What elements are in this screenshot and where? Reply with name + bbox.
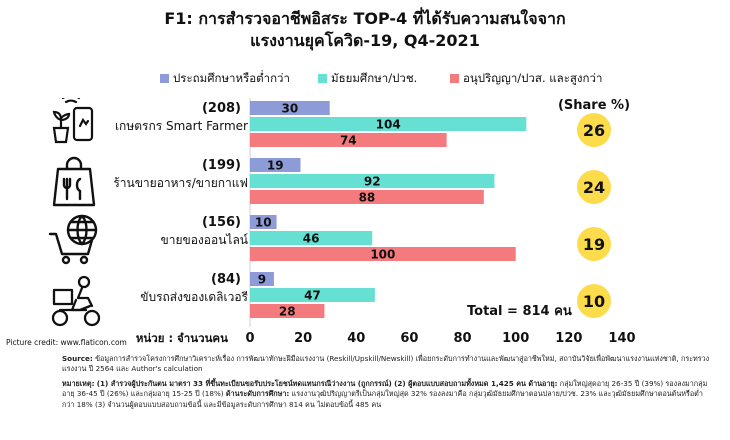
- chart-title: F1: การสำรวจอาชีพอิสระ TOP-4 ที่ได้รับคว…: [0, 8, 730, 52]
- bar-primary-1: [250, 101, 330, 115]
- data-label-primary-1: 30: [282, 102, 299, 116]
- bar-primary-3: [250, 215, 277, 229]
- share-value-4: 10: [583, 292, 605, 311]
- share-circle-3: [577, 227, 611, 261]
- data-label-bachelor-3: 100: [370, 248, 395, 262]
- remark-note: หมายเหตุ: (1) สำรวจผู้ประกันตน มาตรา 33 …: [62, 379, 712, 410]
- legend-item-secondary: มัธยมศึกษา/ปวช.: [318, 70, 417, 88]
- smart-farmer-icon: [52, 98, 94, 144]
- online-shopping-icon: [48, 214, 98, 265]
- x-tick-label-140: 140: [608, 331, 635, 346]
- bar-bachelor-1: [250, 133, 447, 147]
- share-header: (Share %): [558, 98, 630, 113]
- bar-bachelor-4: [250, 304, 325, 318]
- share-value-2: 24: [583, 178, 605, 197]
- chart-title-line2: แรงงานยุคโควิด-19, Q4-2021: [250, 31, 480, 50]
- x-tick-label-20: 20: [294, 331, 312, 346]
- source-note-text: ข้อมูลการสำรวจโครงการศึกษาวิเคราะห์เรื่อ…: [62, 354, 710, 374]
- category-total-1: (208): [202, 101, 241, 116]
- bar-primary-2: [250, 158, 301, 172]
- share-circle-4: [577, 284, 611, 318]
- data-label-secondary-4: 47: [304, 289, 321, 303]
- share-circle-2: [577, 170, 611, 204]
- source-note-head: Source:: [62, 354, 93, 363]
- x-tick-label-120: 120: [555, 331, 582, 346]
- share-circle-1: [577, 113, 611, 147]
- chart-title-line1: F1: การสำรวจอาชีพอิสระ TOP-4 ที่ได้รับคว…: [164, 9, 566, 28]
- bar-secondary-1: [250, 117, 527, 131]
- category-label-1: เกษตรกร Smart Farmer: [115, 119, 248, 133]
- bar-bachelor-3: [250, 247, 516, 261]
- bar-secondary-3: [250, 231, 373, 245]
- category-total-2: (199): [202, 158, 241, 173]
- data-label-primary-4: 9: [258, 273, 266, 287]
- legend-label-primary: ประถมศึกษาหรือต่ำกว่า: [173, 71, 290, 85]
- legend-item-bachelor: อนุปริญญา/ปวส. และสูงกว่า: [450, 70, 602, 88]
- picture-credit: Picture credit: www.flaticon.com: [6, 338, 127, 347]
- category-label-4: ขับรถส่งของเดลิเวอรี: [140, 290, 248, 304]
- legend-swatch-primary: [160, 74, 169, 83]
- unit-label: หน่วย : จำนวนคน: [136, 331, 228, 345]
- share-value-3: 19: [583, 235, 605, 254]
- data-label-primary-3: 10: [255, 216, 272, 230]
- share-value-1: 26: [583, 121, 605, 140]
- bar-primary-4: [250, 272, 274, 286]
- data-label-primary-2: 19: [267, 159, 284, 173]
- category-label-2: ร้านขายอาหาร/ขายกาแฟ: [113, 176, 248, 190]
- legend-item-primary: ประถมศึกษาหรือต่ำกว่า: [160, 70, 290, 88]
- total-label: Total = 814 คน: [467, 304, 572, 319]
- x-tick-label-60: 60: [400, 331, 418, 346]
- data-label-secondary-1: 104: [376, 118, 401, 132]
- remark-note-head: หมายเหตุ:: [62, 378, 95, 388]
- data-label-bachelor-2: 88: [359, 191, 376, 205]
- remark-note-1: (1) สำรวจผู้ประกันตน มาตรา 33 ที่ขึ้นทะเ…: [96, 378, 392, 388]
- data-label-bachelor-1: 74: [340, 134, 357, 148]
- delivery-rider-icon: [51, 275, 101, 327]
- data-label-secondary-3: 46: [303, 232, 320, 246]
- category-total-3: (156): [202, 215, 241, 230]
- data-label-secondary-2: 92: [364, 175, 381, 189]
- remark-note-2-head: (2) ผู้ตอบแบบสอบถามทั้งหมด 1,425 คน ด้าน…: [394, 378, 558, 388]
- category-total-4: (84): [211, 272, 241, 287]
- food-shop-icon: [52, 156, 96, 207]
- notes-section: Source: ข้อมูลการสำรวจโครงการศึกษาวิเครา…: [62, 354, 712, 414]
- remark-note-3-head: ด้านระดับการศึกษา:: [225, 389, 290, 399]
- bar-secondary-2: [250, 174, 495, 188]
- legend: ประถมศึกษาหรือต่ำกว่า มัธยมศึกษา/ปวช. อน…: [150, 70, 710, 86]
- remark-note-2-text: กลุ่มใหญ่สุดอายุ 26-35 ปี (39%) รองลงมาก…: [62, 378, 708, 399]
- bar-bachelor-2: [250, 190, 484, 204]
- category-label-3: ขายของออนไลน์: [161, 233, 249, 247]
- legend-label-bachelor: อนุปริญญา/ปวส. และสูงกว่า: [463, 71, 603, 85]
- source-note: Source: ข้อมูลการสำรวจโครงการศึกษาวิเครา…: [62, 354, 712, 375]
- bar-secondary-4: [250, 288, 375, 302]
- x-tick-label-100: 100: [502, 331, 529, 346]
- legend-label-secondary: มัธยมศึกษา/ปวช.: [331, 71, 418, 85]
- x-tick-label-0: 0: [245, 331, 254, 346]
- legend-swatch-secondary: [318, 74, 327, 83]
- x-tick-label-40: 40: [347, 331, 365, 346]
- legend-swatch-bachelor: [450, 74, 459, 83]
- data-label-bachelor-4: 28: [279, 305, 296, 319]
- x-tick-label-80: 80: [454, 331, 472, 346]
- remark-note-3-text: แรงงานวุฒิปริญญาตรีเป็นกลุ่มใหญ่สุด 32% …: [62, 389, 703, 409]
